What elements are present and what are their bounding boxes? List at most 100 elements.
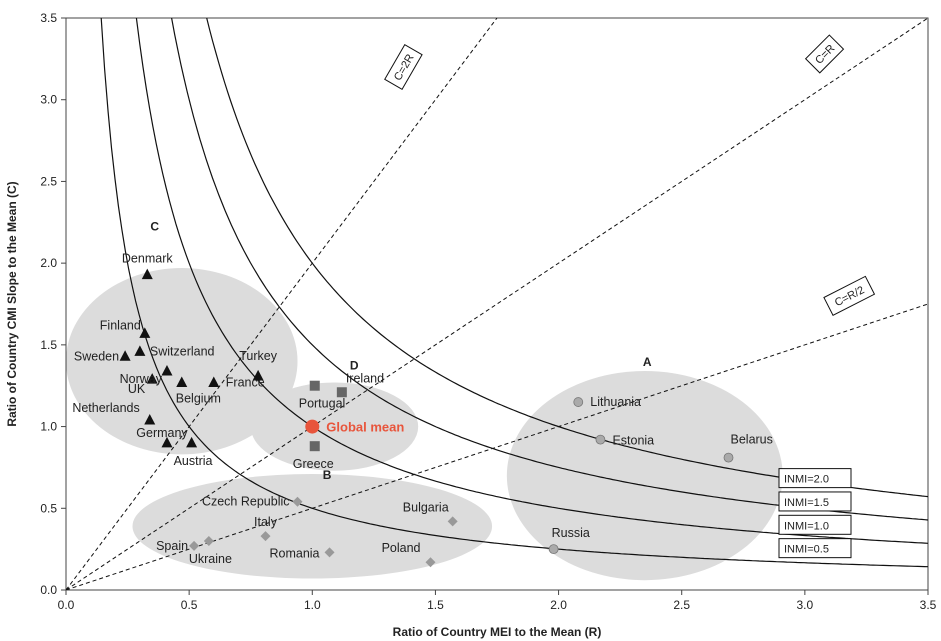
label-spain: Spain	[156, 539, 188, 553]
label-greece: Greece	[293, 457, 334, 471]
label-czech-republic: Czech Republic	[202, 495, 290, 509]
group-ellipse-c	[66, 268, 298, 455]
label-norway: Norway	[120, 372, 163, 386]
label-sweden: Sweden	[74, 349, 119, 363]
label-austria: Austria	[174, 454, 213, 468]
point-estonia	[595, 434, 606, 445]
point-france	[208, 376, 220, 387]
y-tick-label: 3.0	[40, 93, 57, 107]
inmi-label-border	[778, 491, 852, 512]
label-france: France	[226, 375, 265, 389]
label-switzerland: Switzerland	[150, 344, 215, 358]
inmi-label-text: INMI=1.0	[784, 520, 829, 532]
x-tick-label: 2.0	[550, 598, 567, 612]
y-tick-label: 2.5	[40, 174, 57, 188]
point-ukraine	[203, 535, 214, 546]
ratio-label-border	[823, 275, 876, 316]
x-tick-label: 3.5	[920, 598, 937, 612]
x-tick-label: 3.0	[797, 598, 814, 612]
label-estonia: Estonia	[612, 434, 654, 448]
point-spain	[189, 540, 200, 551]
ratio-label-box-1: C=R	[804, 34, 845, 74]
inmi-label-text: INMI=1.5	[784, 497, 829, 509]
label-netherlands: Netherlands	[72, 401, 139, 415]
label-portugal: Portugal	[299, 397, 346, 411]
inmi-curve-0-5	[100, 18, 928, 568]
axes: 0.0 0.5 1.0 1.5 2.0 2.5 3.0 3.5 0.0 0.5 1.0 1.5 2.0 2…	[5, 11, 937, 639]
point-romania	[324, 547, 335, 558]
label-italy: Italy	[254, 515, 278, 529]
point-labels: INMI=2.0 INMI=1.5 INMI=1.0 INMI=0.5 C=2R C=R C…	[72, 34, 876, 566]
label-finland: Finland	[100, 318, 141, 332]
point-norway	[161, 365, 173, 376]
point-russia	[548, 544, 559, 555]
inmi-label-border	[778, 468, 852, 489]
ratio-line-2	[66, 303, 928, 590]
x-tick-label: 0.0	[58, 598, 75, 612]
label-germany: Germany	[136, 426, 188, 440]
point-netherlands	[144, 414, 156, 425]
point-czech-republic	[292, 496, 303, 507]
label-romania: Romania	[269, 546, 319, 560]
point-portugal	[309, 380, 320, 391]
point-lithuania	[573, 397, 584, 407]
inmi-label-border	[778, 514, 852, 535]
label-poland: Poland	[382, 541, 421, 555]
y-tick-label: 3.5	[40, 11, 57, 25]
point-poland	[425, 557, 436, 568]
inmi-label-text: INMI=0.5	[784, 544, 829, 556]
x-tick-label: 1.5	[427, 598, 444, 612]
label-ukraine: Ukraine	[189, 552, 232, 566]
inmi-label-box-1: INMI=1.0	[778, 514, 852, 535]
y-tick-label: 0.5	[40, 501, 57, 515]
point-bulgaria	[447, 516, 458, 527]
label-turkey: Turkey	[239, 349, 277, 363]
point-germany	[161, 436, 173, 448]
ratio-label-border	[384, 44, 423, 91]
x-tick-label: 0.5	[181, 598, 198, 612]
group-ellipse-b	[132, 473, 493, 579]
label-lithuania: Lithuania	[590, 395, 641, 409]
label-bulgaria: Bulgaria	[403, 500, 449, 514]
point-global-mean	[305, 419, 320, 434]
label-global-mean: Global mean	[326, 420, 404, 435]
group-letter-c: C	[150, 219, 159, 233]
group-letter-b: B	[323, 468, 332, 482]
point-italy	[260, 531, 271, 542]
point-greece	[309, 441, 320, 452]
ratio-label-border	[804, 34, 845, 74]
point-ireland	[336, 387, 347, 398]
ratio-lines	[66, 18, 928, 590]
label-belgium: Belgium	[176, 391, 221, 405]
label-russia: Russia	[552, 526, 590, 540]
point-turkey	[252, 369, 264, 381]
inmi-label-box-1-5: INMI=1.5	[778, 491, 852, 512]
ratio-label-box-2: C=R/2	[823, 275, 876, 316]
inmi-label-text: INMI=2.0	[784, 474, 829, 486]
point-austria	[186, 436, 198, 448]
inmi-label-box-2: INMI=2.0	[778, 468, 852, 489]
point-uk	[146, 373, 158, 384]
ratio-line-0	[66, 18, 498, 590]
group-letter-a: A	[643, 355, 652, 369]
inmi-curve-1	[135, 18, 928, 544]
point-denmark	[141, 268, 153, 280]
label-ireland: Ireland	[346, 371, 384, 385]
y-tick-label: 2.0	[40, 256, 57, 270]
point-switzerland	[134, 345, 146, 356]
y-tick-label: 1.5	[40, 338, 57, 352]
group-letter-d: D	[350, 358, 359, 372]
point-belgium	[176, 376, 188, 387]
y-tick-label: 0.0	[40, 583, 57, 597]
x-axis-title: Ratio of Country MEI to the Mean (R)	[393, 625, 602, 639]
inmi-label-border	[778, 538, 852, 559]
ratio-line-1	[66, 18, 928, 590]
x-tick-label: 1.0	[304, 598, 321, 612]
label-denmark: Denmark	[122, 252, 173, 266]
y-axis-title: Ratio of Country CMI Slope to the Mean (…	[5, 181, 19, 426]
inmi-label-box-0-5: INMI=0.5	[778, 538, 852, 559]
label-belarus: Belarus	[731, 433, 773, 447]
x-tick-label: 2.5	[673, 598, 690, 612]
point-finland	[139, 327, 151, 338]
